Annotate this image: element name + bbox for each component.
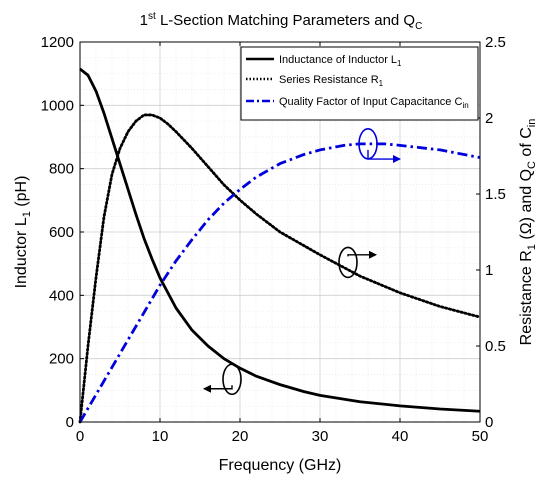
- x-tick-label: 50: [472, 428, 489, 445]
- y-tick-label-left: 400: [49, 287, 74, 304]
- inductance-axis-indicator-arrow: [203, 384, 233, 393]
- x-tick-label: 0: [76, 428, 84, 445]
- annotations: [203, 128, 401, 396]
- y-tick-label-right: 1: [485, 262, 493, 279]
- chart-title: 1st L-Section Matching Parameters and QC: [140, 11, 423, 32]
- inductance-line: [79, 67, 481, 413]
- quality-factor-axis-indicator-arrow: [367, 149, 401, 164]
- y-tick-label-left: 1200: [41, 34, 74, 51]
- x-tick-label: 40: [392, 428, 409, 445]
- resistance-axis-indicator-ellipse: [338, 246, 358, 279]
- axis-ticks: 0 10 20 30 40 5002004006008001000120000.511.5…: [41, 34, 506, 445]
- y-tick-label-left: 200: [49, 351, 74, 368]
- y-tick-label-right: 0: [485, 414, 493, 431]
- plot-series: [78, 67, 482, 424]
- legend-box: [240, 46, 479, 121]
- x-axis-label: Frequency (GHz): [219, 457, 342, 474]
- quality-factor-line: [78, 142, 481, 423]
- y-axis-label-right: Resistance R1 (Ω) and QC of Cin: [518, 119, 538, 346]
- y-tick-label-right: 0.5: [485, 338, 506, 355]
- legend: Inductance of Inductor L1 Series Resista…: [240, 46, 479, 121]
- y-axis-label-left: Inductor L1 (pH): [13, 176, 33, 289]
- x-tick-label: 30: [312, 428, 329, 445]
- inductance-axis-indicator-ellipse: [222, 363, 242, 396]
- resistance-axis-indicator-arrow: [347, 250, 377, 259]
- y-tick-label-left: 0: [66, 414, 74, 431]
- legend-label-resistance: Series Resistance R1: [279, 74, 384, 88]
- x-tick-label: 20: [232, 428, 249, 445]
- legend-label-quality: Quality Factor of Input Capacitance Cin: [279, 96, 469, 110]
- y-tick-label-right: 2.5: [485, 34, 506, 51]
- y-tick-label-left: 600: [49, 224, 74, 241]
- y-tick-label-right: 2: [485, 110, 493, 127]
- x-tick-label: 10: [152, 428, 169, 445]
- y-tick-label-left: 800: [49, 161, 74, 178]
- y-tick-label-right: 1.5: [485, 186, 506, 203]
- resistance-line: [78, 113, 482, 424]
- y-tick-label-left: 1000: [41, 97, 74, 114]
- legend-label-inductance: Inductance of Inductor L1: [279, 54, 402, 68]
